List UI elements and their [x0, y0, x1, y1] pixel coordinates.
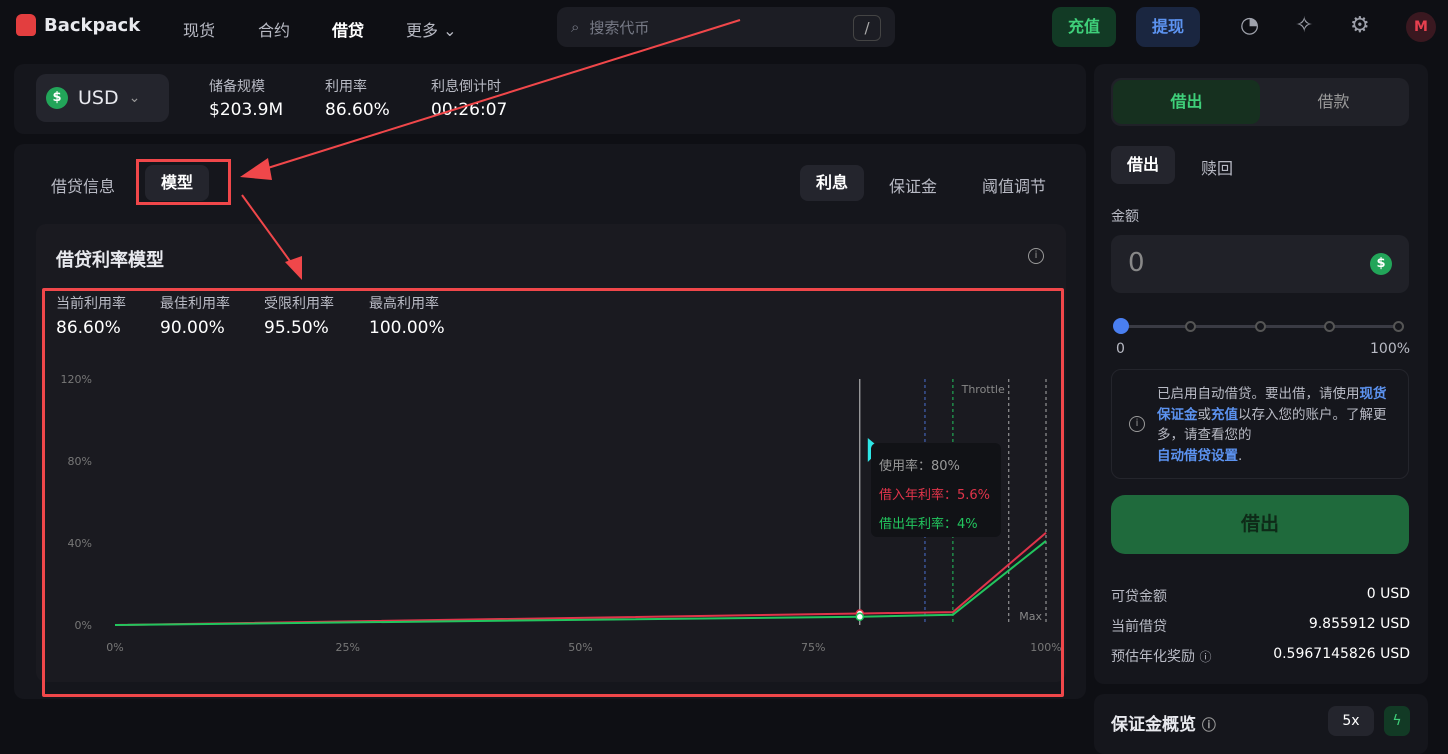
sparkle-icon[interactable]: ✧	[1295, 13, 1314, 38]
y-tick-label: 40%	[68, 537, 92, 550]
x-tick-label: 50%	[568, 641, 592, 654]
deposit-button[interactable]: 充值	[1052, 7, 1116, 47]
tab-model[interactable]: 模型	[145, 165, 209, 201]
x-tick-label: 75%	[801, 641, 825, 654]
spot-margin-link[interactable]: 现货保证金	[1157, 386, 1387, 423]
brand-logo[interactable]: Backpack	[16, 14, 140, 36]
subtab-redeem[interactable]: 赎回	[1201, 159, 1234, 178]
subtab-margin[interactable]: 保证金	[889, 177, 938, 196]
info-icon[interactable]: ⓘ	[1201, 718, 1216, 734]
subtab-lend[interactable]: 借出	[1111, 146, 1175, 184]
chart-title: 借贷利率模型	[56, 250, 164, 271]
x-tick-label: 25%	[336, 641, 360, 654]
y-tick-label: 120%	[61, 373, 92, 386]
dollar-icon: $	[46, 87, 68, 109]
series-line	[114, 531, 1047, 626]
info-icon[interactable]: ⓘ	[1199, 650, 1212, 664]
annotation-box	[42, 288, 1064, 697]
avatar[interactable]: M	[1406, 12, 1436, 42]
info-icon: i	[1129, 416, 1145, 432]
y-tick-label: 80%	[68, 455, 92, 468]
subtab-interest[interactable]: 利息	[800, 165, 864, 201]
threshold-label: Throttle	[961, 383, 1005, 396]
auto-lend-notice: i 已启用自动借贷。要出借，请使用现货保证金或充值以存入您的账户。了解更多，请查…	[1111, 369, 1409, 479]
nav-spot[interactable]: 现货	[183, 21, 216, 40]
y-tick-label: 0%	[75, 619, 92, 632]
tab-lend[interactable]: 借出	[1113, 80, 1260, 124]
leverage-button[interactable]: 5x	[1328, 706, 1374, 736]
hover-point	[855, 612, 865, 622]
pie-chart-icon[interactable]: ◔	[1240, 13, 1260, 38]
annotation-box	[136, 159, 231, 205]
withdraw-button[interactable]: 提现	[1136, 7, 1200, 47]
lightning-icon[interactable]: ϟ	[1384, 706, 1410, 736]
backpack-icon	[16, 14, 36, 36]
slider-handle[interactable]	[1113, 318, 1129, 334]
amount-input[interactable]: 0 $	[1111, 235, 1409, 293]
gear-icon[interactable]: ⚙	[1350, 13, 1370, 38]
dollar-icon: $	[1370, 253, 1392, 275]
threshold-label: Max	[1019, 610, 1042, 623]
subtab-threshold[interactable]: 阈值调节	[982, 177, 1047, 196]
chart-tooltip: 使用率：80% 借入年利率：5.6% 借出年利率：4%	[871, 443, 1001, 537]
tab-lend-info[interactable]: 借贷信息	[51, 177, 116, 196]
info-icon[interactable]: i	[1028, 248, 1044, 264]
deposit-link[interactable]: 充值	[1211, 406, 1238, 423]
series-line	[114, 540, 1047, 626]
lend-submit-button[interactable]: 借出	[1111, 495, 1409, 554]
currency-select[interactable]: $ USD ⌄	[36, 74, 169, 122]
tab-borrow[interactable]: 借款	[1317, 92, 1350, 111]
x-tick-label: 100%	[1030, 641, 1061, 654]
auto-lend-settings-link[interactable]: 自动借贷设置	[1157, 447, 1238, 464]
x-tick-label: 0%	[106, 641, 123, 654]
chevron-down-icon: ⌄	[128, 90, 141, 106]
rate-chart[interactable]: 0% 40% 80% 120% 0% 25% 50% 75% 100% Throttle Max	[0, 0, 1448, 737]
